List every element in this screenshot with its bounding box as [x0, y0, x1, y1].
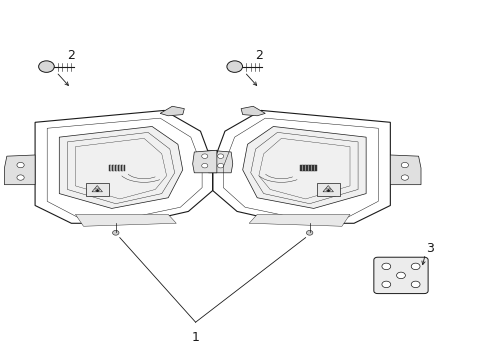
Text: 2: 2	[255, 49, 263, 62]
Bar	[302, 165, 303, 171]
Bar	[120, 165, 122, 171]
Circle shape	[201, 154, 207, 158]
Text: 1: 1	[191, 331, 199, 344]
Polygon shape	[241, 106, 264, 116]
Polygon shape	[160, 106, 184, 116]
Polygon shape	[389, 155, 420, 185]
Circle shape	[201, 163, 207, 168]
Circle shape	[39, 61, 54, 72]
Bar	[111, 165, 113, 171]
Circle shape	[17, 175, 24, 180]
FancyBboxPatch shape	[373, 257, 427, 294]
Polygon shape	[242, 126, 366, 208]
Bar	[114, 165, 116, 171]
Circle shape	[401, 175, 407, 180]
Bar	[122, 165, 123, 171]
Polygon shape	[192, 150, 217, 173]
Circle shape	[396, 272, 405, 279]
Polygon shape	[75, 215, 176, 226]
Circle shape	[112, 230, 119, 235]
Circle shape	[381, 263, 390, 270]
Bar	[315, 165, 316, 171]
Polygon shape	[208, 150, 232, 173]
Polygon shape	[59, 126, 183, 208]
Bar	[110, 165, 111, 171]
Bar	[108, 165, 110, 171]
Bar	[116, 165, 117, 171]
Circle shape	[401, 162, 407, 168]
Bar	[117, 165, 119, 171]
Text: 3: 3	[426, 242, 433, 255]
Bar	[123, 165, 125, 171]
Bar	[113, 165, 114, 171]
Bar	[312, 165, 313, 171]
Circle shape	[381, 281, 390, 288]
Bar	[309, 165, 310, 171]
Polygon shape	[4, 155, 35, 185]
Circle shape	[410, 281, 419, 288]
Bar	[300, 165, 301, 171]
Text: 2: 2	[67, 49, 75, 62]
Circle shape	[410, 263, 419, 270]
Circle shape	[306, 230, 312, 235]
Bar	[307, 165, 308, 171]
Circle shape	[217, 163, 224, 168]
Bar	[303, 165, 305, 171]
Circle shape	[17, 162, 24, 168]
Bar	[306, 165, 307, 171]
Bar	[86, 183, 108, 196]
Circle shape	[217, 154, 224, 158]
Circle shape	[226, 61, 242, 72]
Polygon shape	[249, 215, 349, 226]
Bar	[316, 183, 339, 196]
Bar	[119, 165, 120, 171]
